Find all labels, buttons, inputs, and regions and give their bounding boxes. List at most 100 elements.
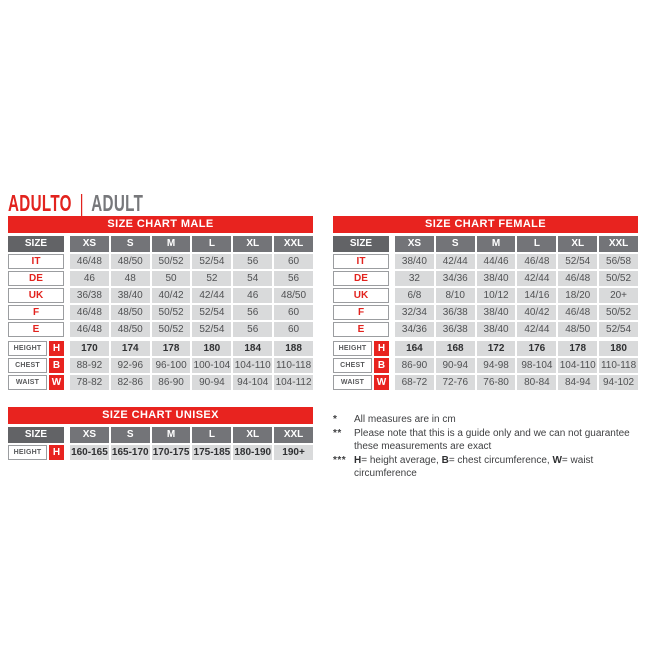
measure-value-cell: 104-110 bbox=[558, 358, 598, 373]
size-value-cell: 52/54 bbox=[192, 254, 232, 269]
row-label-e: E bbox=[333, 322, 389, 337]
measure-value-cell: 178 bbox=[558, 341, 598, 356]
measure-value-cell: 180 bbox=[192, 341, 232, 356]
row-head: UK bbox=[333, 288, 389, 303]
size-value-cell: 46/48 bbox=[70, 322, 109, 337]
row-label-uk: UK bbox=[333, 288, 389, 303]
size-value-cell: 42/44 bbox=[435, 254, 475, 269]
row-head: HEIGHT H bbox=[8, 341, 64, 356]
measure-value-cell: 96-100 bbox=[151, 358, 191, 373]
size-value-cell: 18/20 bbox=[558, 288, 598, 303]
measure-value-cell: 170 bbox=[70, 341, 109, 356]
size-row-de: DE 46 48 50 52 54 56 bbox=[8, 271, 313, 286]
size-value-cell: 48/50 bbox=[110, 254, 150, 269]
measure-value-cell: 90-94 bbox=[435, 358, 475, 373]
size-value-cell: 50/52 bbox=[599, 305, 638, 320]
footnote-marker: ** bbox=[333, 428, 342, 439]
table-grid: SIZE XS S M L XL XXL IT 46/48 48/50 50/52 52/54 56 60… bbox=[8, 236, 313, 390]
size-value-cell: 50/52 bbox=[151, 254, 191, 269]
table-title-female: SIZE CHART FEMALE bbox=[333, 216, 638, 233]
column-header-l: L bbox=[517, 236, 557, 252]
size-value-cell: 42/44 bbox=[517, 271, 557, 286]
size-value-cell: 56 bbox=[233, 322, 273, 337]
page-title-secondary: ADULT bbox=[91, 190, 144, 216]
size-column-header: SIZE bbox=[8, 236, 64, 252]
row-head: HEIGHT H bbox=[333, 341, 389, 356]
size-row-e: E 46/48 48/50 50/52 52/54 56 60 bbox=[8, 322, 313, 337]
row-label-it: IT bbox=[8, 254, 64, 269]
footnote-2: ** Please note that this is a guide only … bbox=[333, 427, 640, 453]
row-label-uk: UK bbox=[8, 288, 64, 303]
size-value-cell: 44/46 bbox=[476, 254, 516, 269]
footnote-text: H= height average, B= chest circumferenc… bbox=[354, 454, 640, 480]
size-value-cell: 56 bbox=[274, 271, 313, 286]
measure-value-cell: 180 bbox=[599, 341, 638, 356]
size-value-cell: 52/54 bbox=[192, 322, 232, 337]
measure-badge-w: W bbox=[374, 375, 389, 390]
row-label-de: DE bbox=[333, 271, 389, 286]
column-header-row: SIZE XS S M L XL XXL bbox=[8, 427, 313, 443]
measure-value-cell: 104-112 bbox=[274, 375, 313, 390]
column-header-xl: XL bbox=[233, 236, 273, 252]
measure-badge-b: B bbox=[49, 358, 64, 373]
measure-value-cell: 176 bbox=[517, 341, 557, 356]
measure-value-cell: 188 bbox=[274, 341, 313, 356]
footnote-segment: H bbox=[354, 455, 362, 466]
size-value-cell: 48/50 bbox=[558, 322, 598, 337]
row-head: E bbox=[333, 322, 389, 337]
measure-badge-w: W bbox=[49, 375, 64, 390]
footnote-1: * All measures are in cm bbox=[333, 413, 640, 426]
footnote-segment: = height average, bbox=[361, 455, 442, 466]
measure-row-chest: CHEST B 86-90 90-94 94-98 98-104 104-110 110-11… bbox=[333, 358, 638, 373]
measure-value-cell: 175-185 bbox=[192, 445, 232, 460]
size-value-cell: 38/40 bbox=[110, 288, 150, 303]
size-value-cell: 46/48 bbox=[558, 305, 598, 320]
measure-value-cell: 90-94 bbox=[192, 375, 232, 390]
size-value-cell: 42/44 bbox=[517, 322, 557, 337]
footnote-segment: B bbox=[441, 455, 449, 466]
size-value-cell: 50/52 bbox=[151, 322, 191, 337]
row-head: UK bbox=[8, 288, 64, 303]
measure-value-cell: 178 bbox=[151, 341, 191, 356]
row-head: IT bbox=[8, 254, 64, 269]
page-title-primary: ADULTO bbox=[8, 190, 72, 216]
size-value-cell: 40/42 bbox=[517, 305, 557, 320]
measure-label-waist: WAIST bbox=[333, 375, 372, 390]
row-head: F bbox=[333, 305, 389, 320]
measure-badge-h: H bbox=[49, 341, 64, 356]
size-value-cell: 50/52 bbox=[599, 271, 638, 286]
size-value-cell: 32/34 bbox=[395, 305, 434, 320]
row-head: WAIST W bbox=[333, 375, 389, 390]
size-value-cell: 38/40 bbox=[476, 322, 516, 337]
size-row-f: F 32/34 36/38 38/40 40/42 46/48 50/52 bbox=[333, 305, 638, 320]
row-label-f: F bbox=[333, 305, 389, 320]
measure-label-chest: CHEST bbox=[333, 358, 372, 373]
size-value-cell: 48/50 bbox=[274, 288, 313, 303]
measure-row-chest: CHEST B 88-92 92-96 96-100 100-104 104-110 110-… bbox=[8, 358, 313, 373]
size-value-cell: 38/40 bbox=[476, 271, 516, 286]
measure-value-cell: 94-104 bbox=[233, 375, 273, 390]
column-header-xs: XS bbox=[70, 427, 109, 443]
table-grid: SIZE XS S M L XL XXL HEIGHT H 160-165 165-170 170-1… bbox=[8, 427, 313, 460]
row-head: SIZE bbox=[333, 236, 389, 252]
size-value-cell: 52/54 bbox=[599, 322, 638, 337]
bottom-row: SIZE CHART UNISEX SIZE XS S M L XL XXL HEIGHT H 1… bbox=[8, 407, 640, 481]
row-head: CHEST B bbox=[8, 358, 64, 373]
measure-value-cell: 86-90 bbox=[395, 358, 434, 373]
column-header-xl: XL bbox=[233, 427, 273, 443]
size-value-cell: 20+ bbox=[599, 288, 638, 303]
page-title: ADULTO | ADULT bbox=[8, 182, 213, 219]
measure-row-height: HEIGHT H 164 168 172 176 178 180 bbox=[333, 341, 638, 356]
column-header-m: M bbox=[151, 427, 191, 443]
measure-value-cell: 80-84 bbox=[517, 375, 557, 390]
row-head: IT bbox=[333, 254, 389, 269]
table-title-unisex: SIZE CHART UNISEX bbox=[8, 407, 313, 424]
row-label-e: E bbox=[8, 322, 64, 337]
measure-value-cell: 94-102 bbox=[599, 375, 638, 390]
measure-value-cell: 86-90 bbox=[151, 375, 191, 390]
row-head: E bbox=[8, 322, 64, 337]
size-value-cell: 60 bbox=[274, 305, 313, 320]
row-label-f: F bbox=[8, 305, 64, 320]
size-row-de: DE 32 34/36 38/40 42/44 46/48 50/52 bbox=[333, 271, 638, 286]
